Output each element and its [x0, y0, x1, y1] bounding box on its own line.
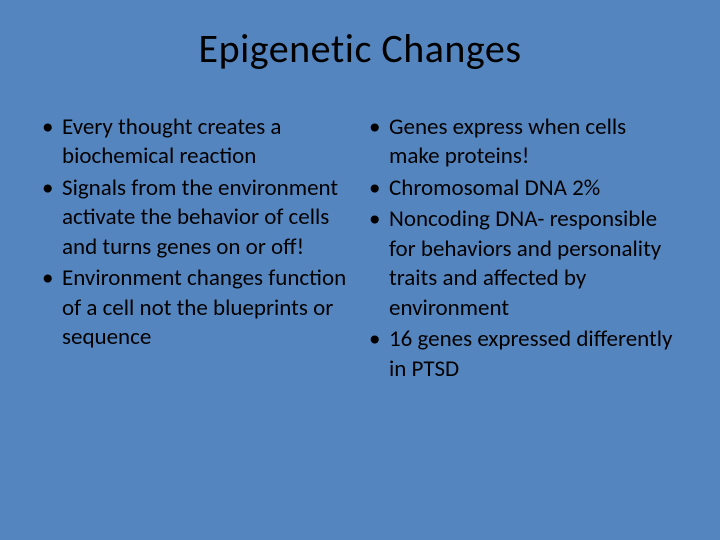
list-item: 16 genes expressed differently in PTSD [367, 325, 680, 384]
slide-title: Epigenetic Changes [40, 24, 680, 73]
list-item: Noncoding DNA- responsible for behaviors… [367, 205, 680, 323]
list-item: Environment changes function of a cell n… [40, 264, 353, 352]
left-column: Every thought creates a biochemical reac… [40, 113, 353, 386]
bullet-list-right: Genes express when cells make proteins! … [367, 113, 680, 384]
slide: Epigenetic Changes Every thought creates… [0, 0, 720, 540]
bullet-list-left: Every thought creates a biochemical reac… [40, 113, 353, 353]
right-column: Genes express when cells make proteins! … [367, 113, 680, 386]
content-columns: Every thought creates a biochemical reac… [40, 113, 680, 386]
list-item: Signals from the environment activate th… [40, 174, 353, 262]
list-item: Genes express when cells make proteins! [367, 113, 680, 172]
list-item: Chromosomal DNA 2% [367, 174, 680, 203]
list-item: Every thought creates a biochemical reac… [40, 113, 353, 172]
